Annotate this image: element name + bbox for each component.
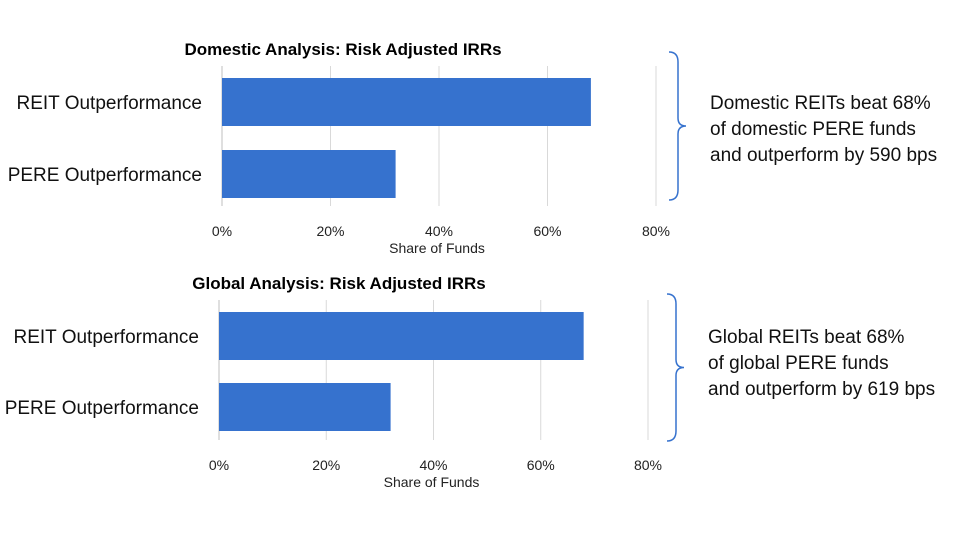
x-tick-label: 0% bbox=[209, 457, 229, 473]
annotation-line: of domestic PERE funds bbox=[710, 119, 916, 140]
x-tick-label: 20% bbox=[316, 223, 344, 239]
x-tick-label: 40% bbox=[419, 457, 447, 473]
category-label: PERE Outperformance bbox=[8, 165, 202, 186]
category-label: REIT Outperformance bbox=[13, 327, 199, 348]
domestic-annotation: Domestic REITs beat 68% of domestic PERE… bbox=[710, 91, 937, 169]
bar-reit-outperformance bbox=[222, 78, 591, 126]
global-annotation: Global REITs beat 68% of global PERE fun… bbox=[708, 325, 935, 403]
annotation-line: of global PERE funds bbox=[708, 353, 889, 374]
x-tick-label: 60% bbox=[533, 223, 561, 239]
chart-title: Global Analysis: Risk Adjusted IRRs bbox=[192, 274, 485, 293]
chart-title: Domestic Analysis: Risk Adjusted IRRs bbox=[184, 40, 501, 59]
category-label: PERE Outperformance bbox=[5, 398, 199, 419]
curly-brace bbox=[668, 51, 687, 201]
x-tick-label: 80% bbox=[634, 457, 662, 473]
annotation-line: Global REITs beat 68% bbox=[708, 327, 905, 348]
bar-reit-outperformance bbox=[219, 312, 584, 360]
x-tick-label: 60% bbox=[527, 457, 555, 473]
category-label: REIT Outperformance bbox=[16, 93, 202, 114]
x-tick-label: 0% bbox=[212, 223, 232, 239]
x-axis-label: Share of Funds bbox=[384, 474, 480, 490]
bar-pere-outperformance bbox=[222, 150, 396, 198]
x-tick-label: 80% bbox=[642, 223, 670, 239]
bar-pere-outperformance bbox=[219, 383, 391, 431]
annotation-line: and outperform by 619 bps bbox=[708, 379, 936, 400]
x-tick-label: 20% bbox=[312, 457, 340, 473]
curly-brace bbox=[666, 293, 685, 442]
annotation-line: Domestic REITs beat 68% bbox=[710, 93, 931, 114]
annotation-line: and outperform by 590 bps bbox=[710, 145, 938, 166]
x-tick-label: 40% bbox=[425, 223, 453, 239]
x-axis-label: Share of Funds bbox=[389, 240, 485, 256]
